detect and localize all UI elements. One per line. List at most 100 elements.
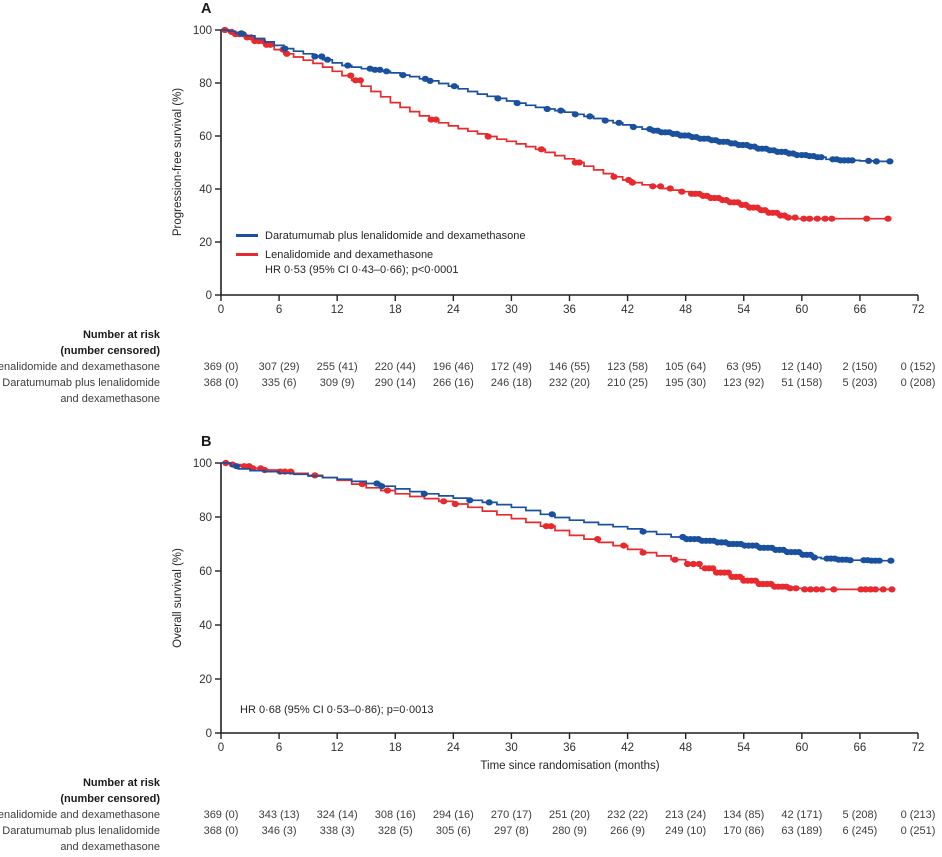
censor-mark [656, 183, 665, 190]
y-tick-label: 0 [206, 290, 212, 302]
censor-mark [791, 214, 799, 221]
censor-mark [666, 185, 674, 192]
censor-mark [586, 113, 594, 120]
x-tick-label: 6 [276, 742, 282, 754]
x-tick-label: 54 [737, 742, 750, 754]
x-tick-label: 18 [389, 742, 402, 754]
censor-mark [232, 463, 241, 470]
y-tick-label: 60 [199, 131, 212, 143]
risk-value: 338 (3) [319, 825, 355, 837]
legend-line-blue-icon [236, 234, 258, 237]
risk-value: 294 (16) [432, 809, 474, 821]
censor-mark [784, 214, 792, 221]
x-tick-label: 12 [331, 304, 344, 316]
x-tick-label: 30 [505, 742, 518, 754]
risk-value: 307 (29) [258, 361, 300, 373]
legend-label-daratumumab: Daratumumab plus lenalidomide and dexame… [265, 229, 526, 242]
risk-value: 297 (8) [493, 825, 529, 837]
y-tick-label: 100 [193, 25, 212, 37]
risk-value: 196 (46) [432, 361, 474, 373]
panel-a-ylabel: Progression-free survival (%) [172, 87, 184, 237]
censor-mark [639, 528, 647, 535]
censor-mark [344, 62, 352, 69]
panel-b-risk-header-1: Number at risk [82, 777, 160, 789]
censor-mark [378, 483, 386, 490]
censor-mark [426, 77, 434, 84]
panel-a-hr-annotation: HR 0·53 (95% CI 0·43–0·66); p<0·0001 [265, 264, 459, 276]
censor-mark [888, 586, 896, 593]
risk-value: 63 (189) [781, 825, 823, 837]
risk-value: 42 (171) [781, 809, 823, 821]
risk-value: 213 (24) [665, 809, 707, 821]
risk-value: 63 (95) [726, 361, 762, 373]
risk-value: 232 (22) [607, 809, 649, 821]
risk-value: 368 (0) [203, 825, 239, 837]
risk-value: 251 (20) [549, 809, 590, 821]
legend-item-lenalidomide: Lenalidomide and dexamethasone [236, 245, 526, 264]
censor-mark [801, 586, 809, 593]
censor-mark [266, 41, 274, 48]
censor-mark [786, 585, 794, 592]
risk-value: 328 (5) [377, 825, 413, 837]
panel-b-label: B [201, 434, 212, 450]
y-tick-label: 40 [199, 184, 212, 196]
censor-mark [830, 586, 838, 593]
panel-b-risk-row-label-lenalidomide: Lenalidomide and dexamethasone [0, 809, 160, 821]
y-tick-label: 80 [199, 78, 212, 90]
censor-mark [695, 560, 703, 568]
censor-mark [810, 554, 819, 561]
legend-item-daratumumab: Daratumumab plus lenalidomide and dexame… [236, 226, 526, 245]
axis-lines [220, 463, 918, 734]
x-tick-label: 54 [737, 304, 750, 316]
censor-mark [800, 215, 808, 222]
risk-value: 6 (245) [842, 825, 878, 837]
censor-mark [821, 215, 829, 222]
censor-mark [678, 188, 686, 195]
x-tick-label: 24 [447, 304, 460, 316]
censor-mark [875, 557, 883, 564]
censor-mark [629, 123, 638, 131]
censor-mark [689, 560, 698, 568]
risk-value: 280 (9) [552, 825, 587, 837]
x-tick-label: 24 [447, 742, 460, 754]
censor-mark [420, 490, 428, 497]
censor-mark [575, 159, 583, 166]
x-tick-label: 48 [679, 304, 692, 316]
risk-value: 324 (14) [316, 809, 358, 821]
y-tick-label: 60 [199, 566, 212, 578]
censor-mark [806, 215, 814, 222]
risk-value: 123 (92) [723, 377, 765, 389]
censor-mark [440, 498, 448, 505]
panel-b-risk-header-2: (number censored) [60, 793, 160, 805]
x-tick-label: 60 [795, 742, 808, 754]
censor-mark [281, 45, 289, 52]
y-tick-label: 20 [199, 674, 212, 686]
censor-mark [628, 179, 637, 186]
censor-mark [709, 565, 717, 572]
risk-value: 305 (6) [435, 825, 471, 837]
censor-mark [358, 481, 366, 488]
censor-mark [450, 83, 458, 90]
censor-mark [382, 68, 391, 75]
censor-mark [548, 511, 556, 518]
censor-mark [792, 585, 800, 592]
censor-mark [863, 215, 871, 222]
risk-value: 290 (14) [374, 377, 416, 389]
censor-mark [494, 95, 502, 102]
x-tick-label: 0 [218, 742, 224, 754]
x-tick-label: 66 [854, 742, 867, 754]
risk-value: 232 (20) [549, 377, 590, 389]
censor-mark [484, 133, 492, 140]
legend-label-lenalidomide: Lenalidomide and dexamethasone [265, 248, 434, 261]
y-tick-label: 20 [199, 237, 212, 249]
censor-mark [485, 499, 493, 506]
censor-mark [399, 72, 407, 79]
censor-mark [311, 53, 319, 60]
risk-value: 270 (17) [490, 809, 532, 821]
censor-mark [323, 56, 332, 63]
censor-mark [513, 100, 521, 107]
risk-value: 146 (55) [549, 361, 590, 373]
censor-mark [547, 523, 555, 530]
x-tick-label: 66 [854, 304, 867, 316]
